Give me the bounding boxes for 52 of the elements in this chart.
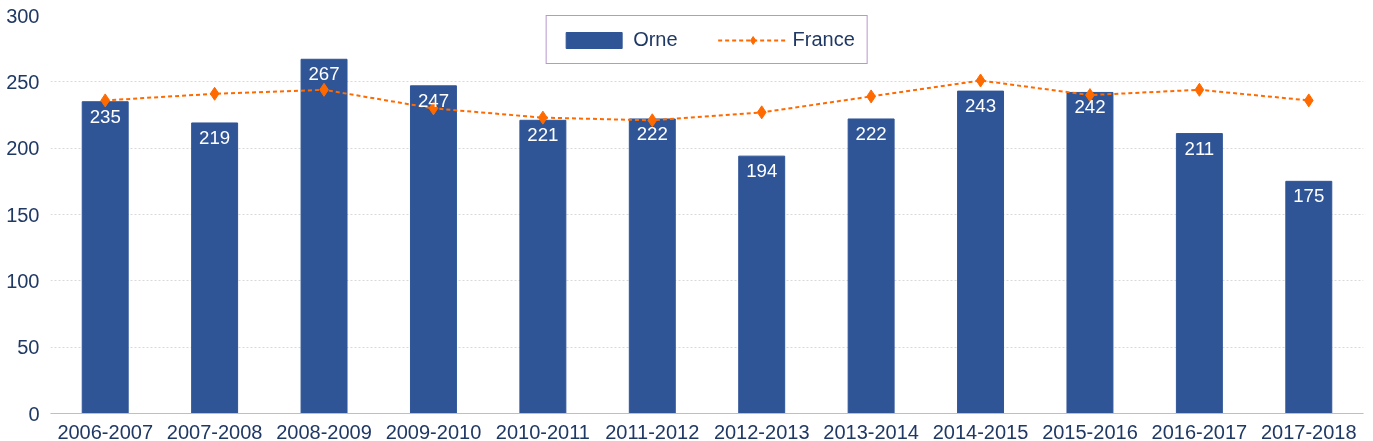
bar	[957, 90, 1005, 414]
y-tick-label: 0	[28, 402, 40, 425]
data-label: 175	[1293, 185, 1325, 207]
x-tick-label: 2010-2011	[495, 420, 590, 441]
bar	[847, 118, 895, 414]
point	[1194, 82, 1205, 97]
x-tick-label: 2017-2018	[1260, 420, 1357, 441]
point	[100, 93, 111, 108]
bar	[409, 85, 457, 414]
point	[975, 73, 986, 88]
data-label: 222	[636, 122, 668, 144]
x-tick-label: 2013-2014	[823, 420, 919, 441]
y-tick-label: 150	[6, 203, 40, 226]
bar	[1175, 133, 1223, 414]
point	[647, 113, 658, 128]
bar	[738, 155, 786, 414]
data-label: 221	[527, 124, 559, 146]
y-tick-label: 50	[17, 336, 40, 359]
point	[756, 105, 767, 120]
y-tick-label: 200	[6, 137, 40, 160]
point	[1303, 93, 1314, 108]
data-label: 219	[199, 126, 231, 148]
bar	[81, 101, 129, 414]
bar	[628, 118, 676, 414]
x-tick-label: 2012-2013	[713, 420, 810, 441]
data-label: 243	[964, 95, 997, 117]
data-label: 194	[746, 160, 778, 182]
y-tick-label: 300	[6, 4, 40, 27]
x-tick-label: 2016-2017	[1151, 420, 1248, 441]
bar	[191, 122, 239, 414]
bar	[300, 58, 348, 414]
bar	[1066, 91, 1114, 414]
legend-label: Orne	[633, 28, 678, 51]
point	[209, 86, 220, 101]
data-label: 211	[1184, 137, 1215, 159]
data-label: 242	[1074, 96, 1106, 118]
y-tick-label: 100	[6, 269, 40, 292]
x-tick-label: 2009-2010	[385, 420, 482, 441]
data-label: 247	[417, 89, 450, 111]
x-tick-label: 2014-2015	[932, 420, 1029, 441]
x-tick-label: 2011-2012	[605, 420, 700, 441]
bar	[519, 119, 567, 414]
data-label: 222	[855, 122, 887, 144]
x-tick-label: 2015-2016	[1042, 420, 1138, 441]
y-tick-label: 250	[6, 70, 40, 93]
x-tick-label: 2006-2007	[57, 420, 154, 441]
x-tick-label: 2008-2009	[276, 420, 372, 441]
bar	[1285, 180, 1333, 414]
legend-label: France	[792, 28, 855, 51]
x-tick-label: 2007-2008	[166, 420, 263, 441]
data-label: 235	[89, 105, 121, 127]
data-label: 267	[308, 63, 340, 85]
